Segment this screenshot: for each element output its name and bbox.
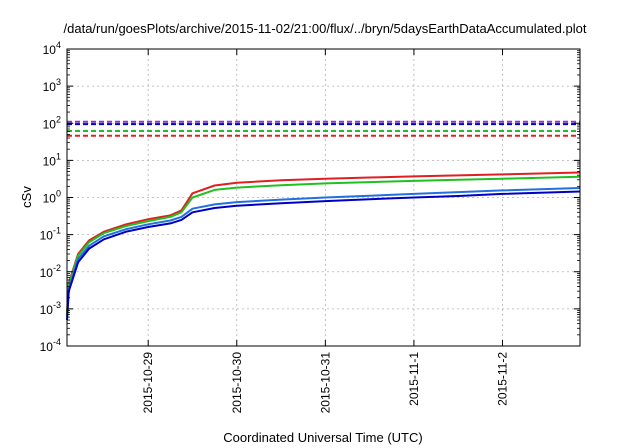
series-line-0 — [66, 171, 581, 313]
x-axis-label: Coordinated Universal Time (UTC) — [223, 430, 422, 445]
y-tick-label: 10-4 — [40, 337, 61, 354]
y-axis-label: cSv — [19, 186, 34, 208]
y-axis-ticks: 10-4 10-3 10-2 10-1 100 101 102 103 104 — [40, 40, 580, 354]
y-tick-label: 10-1 — [40, 226, 61, 243]
x-tick-label: 2015-11-1 — [407, 352, 421, 406]
series-group — [66, 120, 581, 321]
y-tick-label: 100 — [43, 189, 61, 206]
series-line-3 — [66, 190, 581, 321]
y-tick-label: 104 — [43, 40, 61, 57]
y-tick-label: 10-2 — [40, 263, 61, 280]
y-tick-label: 101 — [43, 151, 61, 168]
x-tick-label: 2015-10-31 — [318, 352, 332, 414]
series-line-2 — [66, 187, 581, 318]
y-tick-label: 10-3 — [40, 300, 61, 317]
x-axis-ticks: 2015-10-29 2015-10-30 2015-10-31 2015-11-1 2… — [141, 49, 509, 413]
series-line-1 — [66, 175, 581, 315]
x-tick-label: 2015-11-2 — [495, 352, 509, 406]
x-tick-label: 2015-10-30 — [230, 352, 244, 414]
y-tick-label: 102 — [43, 114, 61, 131]
y-tick-label: 103 — [43, 77, 61, 94]
x-tick-label: 2015-10-29 — [141, 352, 155, 414]
chart-title: /data/run/goesPlots/archive/2015-11-02/2… — [64, 21, 587, 36]
